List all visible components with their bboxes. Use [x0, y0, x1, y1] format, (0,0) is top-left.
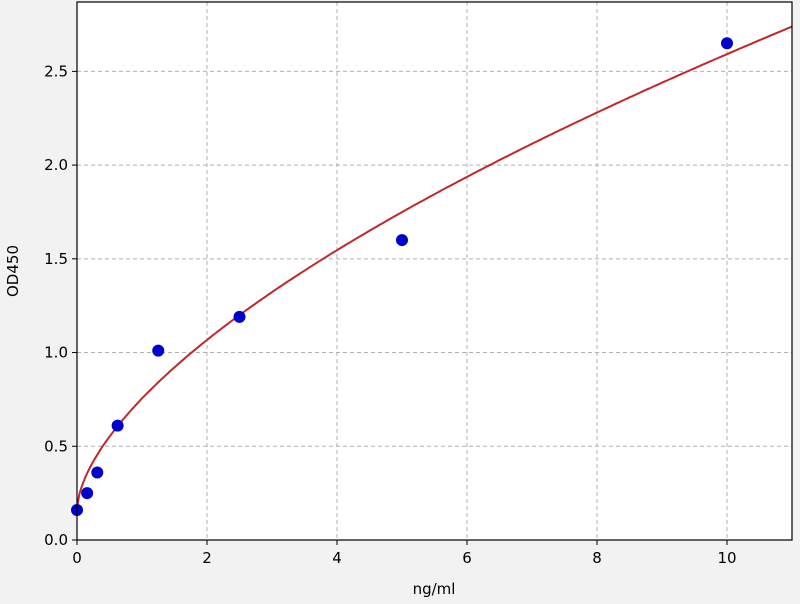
data-point [233, 310, 246, 323]
y-axis-label: OD450 [4, 245, 22, 297]
plot-frame [76, 1, 793, 541]
ticks: 0 2 4 6 8 10 0.0 0.5 1.0 1.5 2.0 2.5 [44, 62, 736, 567]
plot-area [77, 2, 792, 540]
y-tick-label: 1.0 [44, 344, 68, 362]
data-point [91, 466, 104, 479]
data-point [111, 419, 124, 432]
x-tick-label: 0 [72, 549, 82, 567]
y-tick-label: 2.5 [44, 62, 68, 80]
y-tick-label: 0.0 [44, 531, 68, 549]
grid [77, 2, 792, 540]
data-point [81, 487, 94, 500]
y-tick-label: 0.5 [44, 437, 68, 455]
x-axis-label: ng/ml [413, 580, 456, 598]
x-tick-label: 8 [592, 549, 602, 567]
data-point [396, 234, 408, 247]
x-tick-label: 2 [202, 549, 212, 567]
fit-curve [76, 25, 793, 509]
x-tick-label: 10 [717, 549, 736, 567]
data-points [71, 37, 733, 517]
y-tick-label: 1.5 [44, 250, 68, 268]
x-tick-label: 4 [332, 549, 342, 567]
data-point [721, 37, 733, 50]
y-tick-label: 2.0 [44, 156, 68, 174]
data-point [152, 344, 165, 357]
x-tick-label: 6 [462, 549, 472, 567]
